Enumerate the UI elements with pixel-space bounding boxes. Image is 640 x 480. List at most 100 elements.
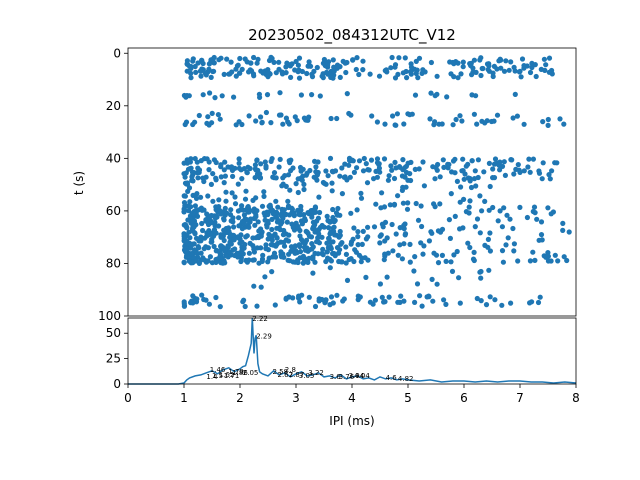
scatter-point — [508, 300, 514, 306]
peak-label: 2.8 — [285, 366, 296, 374]
scatter-point — [389, 167, 395, 173]
scatter-point — [316, 231, 322, 237]
scatter-point — [390, 113, 396, 119]
scatter-point — [295, 176, 301, 182]
scatter-point — [432, 176, 438, 182]
scatter-point — [239, 121, 245, 128]
scatter-point — [241, 212, 247, 218]
scatter-point — [199, 292, 205, 298]
scatter-point — [236, 215, 242, 221]
scatter-point — [293, 181, 299, 187]
scatter-point — [231, 94, 237, 100]
scatter-point — [550, 209, 557, 215]
scatter-point — [200, 60, 206, 67]
scatter-point — [392, 64, 398, 70]
scatter-point — [368, 157, 375, 163]
scatter-point — [188, 165, 194, 171]
scatter-point — [455, 60, 461, 66]
scatter-point — [240, 207, 246, 213]
scatter-point — [346, 256, 352, 263]
scatter-point — [319, 296, 325, 303]
scatter-point — [208, 239, 214, 245]
scatter-point — [247, 67, 253, 73]
scatter-point — [517, 204, 523, 210]
scatter-point — [208, 181, 214, 187]
scatter-point — [401, 226, 407, 232]
scatter-point — [487, 294, 493, 300]
scatter-point — [449, 268, 456, 274]
scatter-point — [405, 160, 411, 166]
scatter-point — [400, 157, 406, 163]
scatter-point — [232, 194, 238, 200]
scatter-point — [274, 214, 280, 220]
scatter-point — [414, 281, 421, 287]
scatter-point — [188, 251, 195, 257]
scatter-point — [219, 255, 225, 261]
scatter-point — [428, 90, 434, 96]
scatter-point — [477, 193, 483, 199]
scatter-point — [236, 223, 242, 229]
scatter-point — [223, 198, 229, 204]
scatter-point — [499, 302, 505, 308]
scatter-point — [271, 170, 278, 176]
scatter-y-tick-label: 80 — [106, 256, 121, 270]
scatter-point — [415, 217, 422, 223]
scatter-point — [211, 157, 217, 163]
scatter-point — [188, 63, 194, 70]
scatter-point — [320, 60, 326, 66]
scatter-point — [526, 156, 532, 162]
scatter-point — [396, 55, 402, 61]
scatter-point — [483, 302, 490, 308]
scatter-point — [343, 69, 349, 76]
scatter-point — [344, 177, 350, 183]
scatter-point — [264, 92, 271, 98]
scatter-point — [312, 208, 318, 214]
scatter-point — [204, 120, 210, 126]
histogram-x-tick-label: 2 — [236, 391, 244, 405]
peak-label: 3.94 — [349, 372, 365, 380]
scatter-point — [458, 184, 464, 190]
scatter-point — [491, 175, 498, 181]
scatter-point — [288, 157, 294, 163]
histogram-x-axis-label: IPI (ms) — [329, 414, 374, 428]
scatter-point — [373, 168, 379, 174]
scatter-point — [196, 112, 202, 119]
scatter-point — [273, 198, 279, 204]
scatter-point — [306, 114, 312, 120]
scatter-point — [355, 293, 361, 299]
scatter-point — [296, 293, 302, 299]
scatter-point — [303, 237, 310, 243]
scatter-point — [480, 65, 486, 72]
scatter-point — [487, 230, 493, 236]
peak-label: 3.05 — [299, 372, 315, 380]
scatter-point — [545, 205, 551, 211]
scatter-point — [342, 60, 348, 66]
scatter-point — [343, 244, 349, 250]
scatter-point — [439, 121, 445, 127]
scatter-point — [411, 268, 417, 274]
scatter-point — [404, 75, 410, 81]
scatter-point — [213, 294, 219, 301]
scatter-point — [448, 259, 454, 265]
scatter-point — [418, 240, 424, 246]
scatter-point — [181, 299, 187, 305]
scatter-point — [278, 254, 285, 260]
scatter-point — [451, 252, 457, 258]
scatter-point — [472, 224, 478, 230]
scatter-point — [212, 223, 218, 229]
scatter-point — [452, 156, 458, 162]
scatter-point — [326, 236, 332, 242]
scatter-point — [371, 224, 378, 230]
scatter-point — [543, 62, 549, 68]
scatter-point — [381, 299, 387, 305]
scatter-point — [474, 295, 480, 302]
scatter-point — [314, 239, 320, 245]
scatter-point — [398, 293, 404, 299]
scatter-point — [386, 173, 392, 179]
scatter-point — [380, 224, 386, 230]
scatter-point — [505, 235, 511, 241]
scatter-point — [377, 233, 383, 239]
scatter-point — [206, 66, 212, 72]
peak-label: 2.22 — [252, 315, 268, 323]
scatter-point — [441, 164, 447, 170]
